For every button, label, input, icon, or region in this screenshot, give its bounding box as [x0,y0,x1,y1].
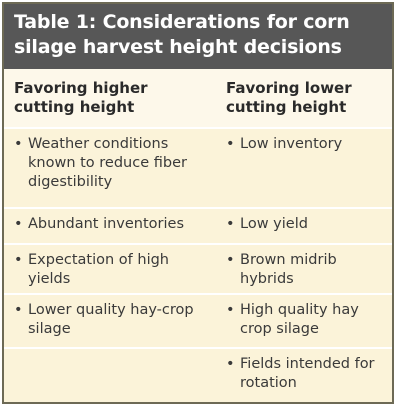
bullet: • [226,302,235,318]
table-cell: • Weather conditions known to reduce fibe… [4,129,212,207]
table-cell: • Low inventory [212,129,392,207]
list-item: • Weather conditions known to reduce fibe… [14,135,204,192]
table: Table 1: Considerations for corn silage … [2,2,394,404]
list-item: • Abundant inventories [14,215,204,234]
bullet: • [14,252,23,268]
item-text: Fields intended for rotation [240,356,375,391]
column-heading: Favoring lower cutting height [226,79,352,116]
table-cell: • Fields intended for rotation [212,349,392,402]
item-text: High quality hay crop silage [240,302,359,337]
column-heading: Favoring higher cutting height [14,79,148,116]
table-title: Table 1: Considerations for corn silage … [4,4,392,69]
item-text: Lower quality hay-crop silage [28,302,194,337]
table-cell: • High quality hay crop silage [212,295,392,347]
table-cell [4,349,212,402]
table-row: • Abundant inventories • Low yield [4,207,392,243]
list-item: • Lower quality hay-crop silage [14,301,204,339]
header-row: Favoring higher cutting height Favoring … [4,69,392,127]
bullet: • [14,216,23,232]
item-text: Expectation of high yields [28,252,169,287]
table-row: • Weather conditions known to reduce fibe… [4,127,392,207]
table-cell: • Expectation of high yields [4,245,212,293]
bullet: • [226,216,235,232]
table-cell: • Abundant inventories [4,209,212,243]
item-text: Brown midrib hybrids [240,252,337,287]
item-text: Weather conditions known to reduce fiber… [28,136,187,190]
bullet: • [226,356,235,372]
table-row: • Expectation of high yields • Brown midrib… [4,243,392,293]
list-item: • Fields intended for rotation [226,355,384,393]
table-body: • Weather conditions known to reduce fibe… [4,127,392,402]
item-text: Low yield [240,216,308,232]
bullet: • [226,252,235,268]
item-text: Abundant inventories [28,216,185,232]
bullet: • [14,136,23,152]
bullet: • [14,302,23,318]
list-item: • Brown midrib hybrids [226,251,384,289]
table-row: • Lower quality hay-crop silage • High qual… [4,293,392,347]
list-item: • High quality hay crop silage [226,301,384,339]
table-row: • Fields intended for rotation [4,347,392,402]
table-cell: • Lower quality hay-crop silage [4,295,212,347]
list-item: • Expectation of high yields [14,251,204,289]
table-cell: • Brown midrib hybrids [212,245,392,293]
list-item: • Low yield [226,215,384,234]
table-cell: • Low yield [212,209,392,243]
item-text: Low inventory [240,136,343,152]
bullet: • [226,136,235,152]
list-item: • Low inventory [226,135,384,154]
